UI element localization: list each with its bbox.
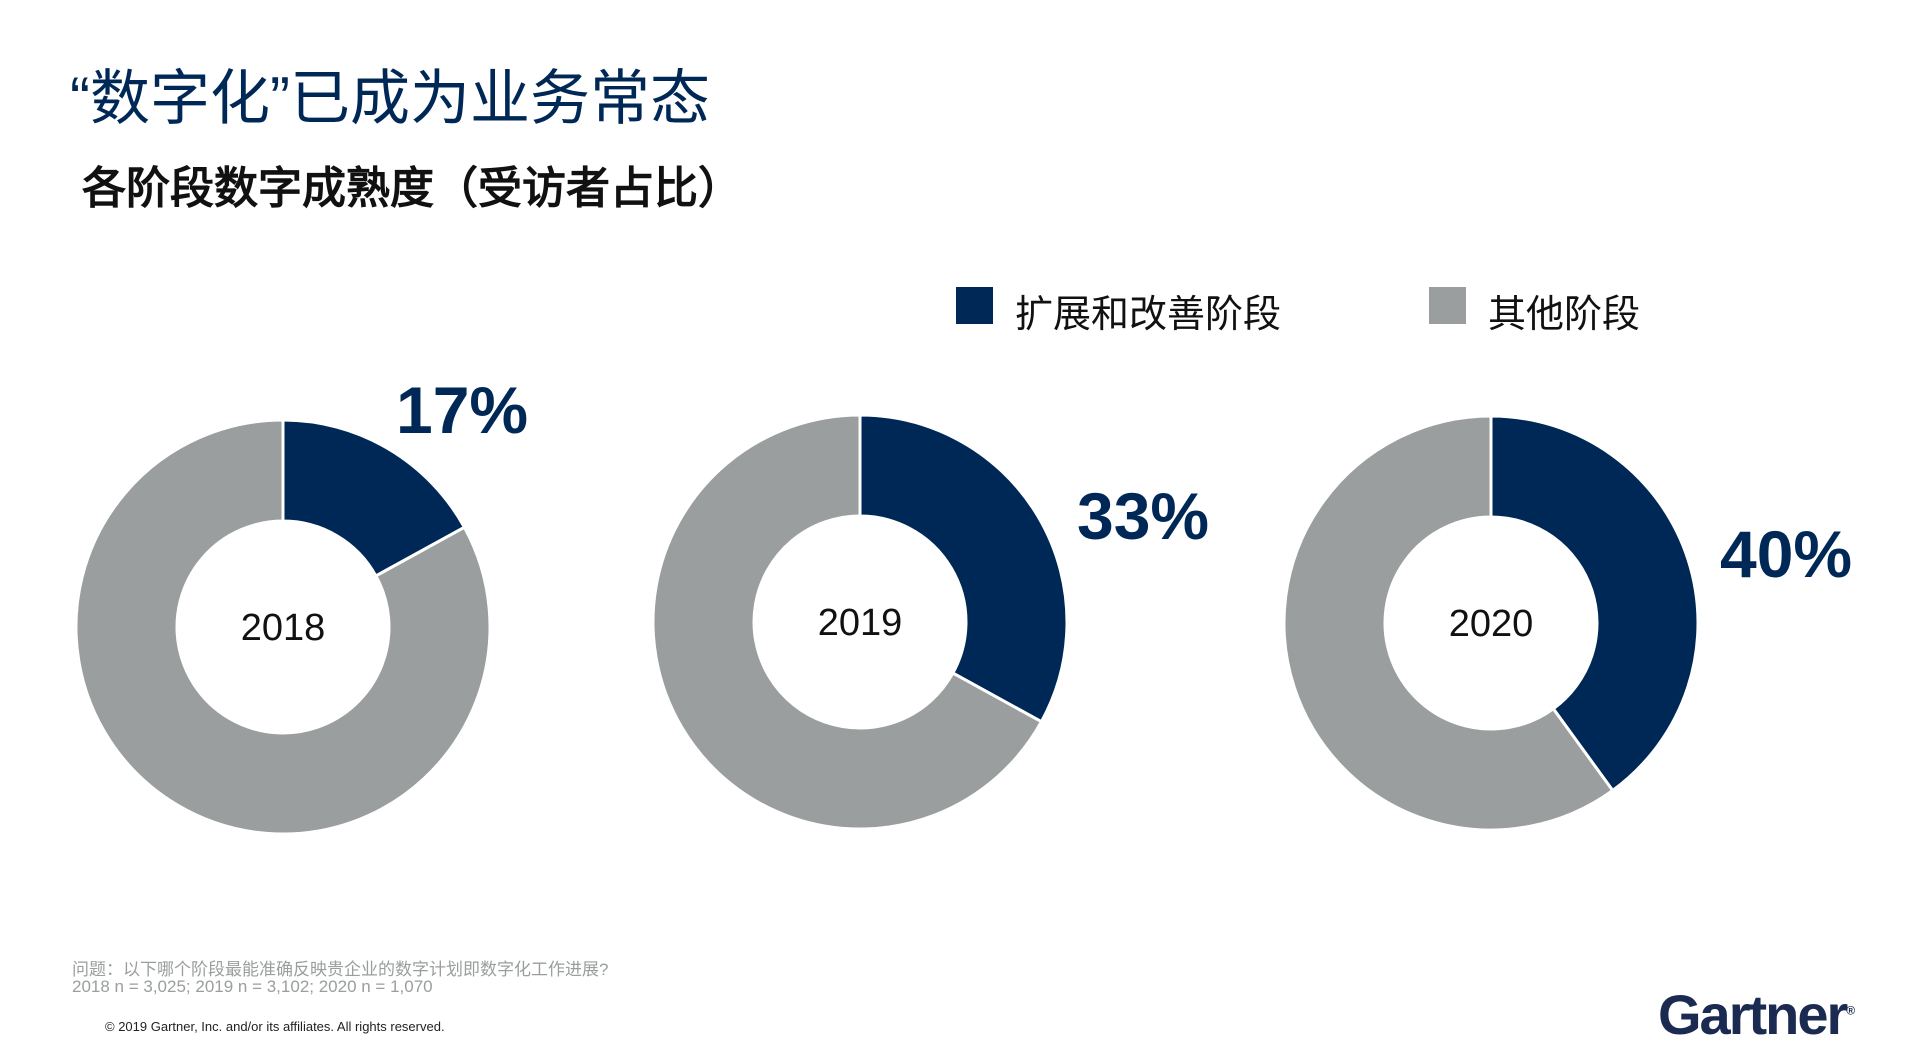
donut-slice-2020-other: [1282, 414, 1615, 832]
center-label-2018: 2018: [241, 607, 326, 649]
donut-slice-2019-expand: [858, 413, 1069, 724]
chart-subtitle: 各阶段数字成熟度（受访者占比）: [82, 164, 742, 213]
donut-slice-2019-other: [651, 413, 1044, 831]
center-label-2020: 2020: [1449, 603, 1534, 645]
data-label-2020: 40%: [1720, 517, 1853, 591]
data-label-2019: 33%: [1077, 479, 1210, 553]
copyright: © 2019 Gartner, Inc. and/or its affiliat…: [105, 1019, 445, 1034]
donut-slice-2020-expand: [1489, 414, 1700, 793]
gartner-logo: Gartner®: [1658, 983, 1856, 1046]
legend-swatch-expand: [956, 287, 993, 324]
logo-text: Gartner: [1658, 983, 1848, 1046]
legend-label-expand: 扩展和改善阶段: [1015, 294, 1282, 336]
data-label-2018: 17%: [396, 373, 529, 447]
donut-slice-2018-other: [74, 418, 492, 836]
donut-slice-2018-expand: [281, 418, 467, 578]
page-title: “数字化”已成为业务常态: [70, 65, 710, 132]
center-label-2019: 2019: [818, 602, 903, 644]
footnote-question: 问题：以下哪个阶段最能准确反映贵企业的数字计划即数字化工作进展?: [72, 960, 609, 979]
legend-swatch-other: [1429, 287, 1466, 324]
footnote-sample: 2018 n = 3,025; 2019 n = 3,102; 2020 n =…: [72, 977, 433, 996]
legend-label-other: 其他阶段: [1488, 294, 1641, 336]
